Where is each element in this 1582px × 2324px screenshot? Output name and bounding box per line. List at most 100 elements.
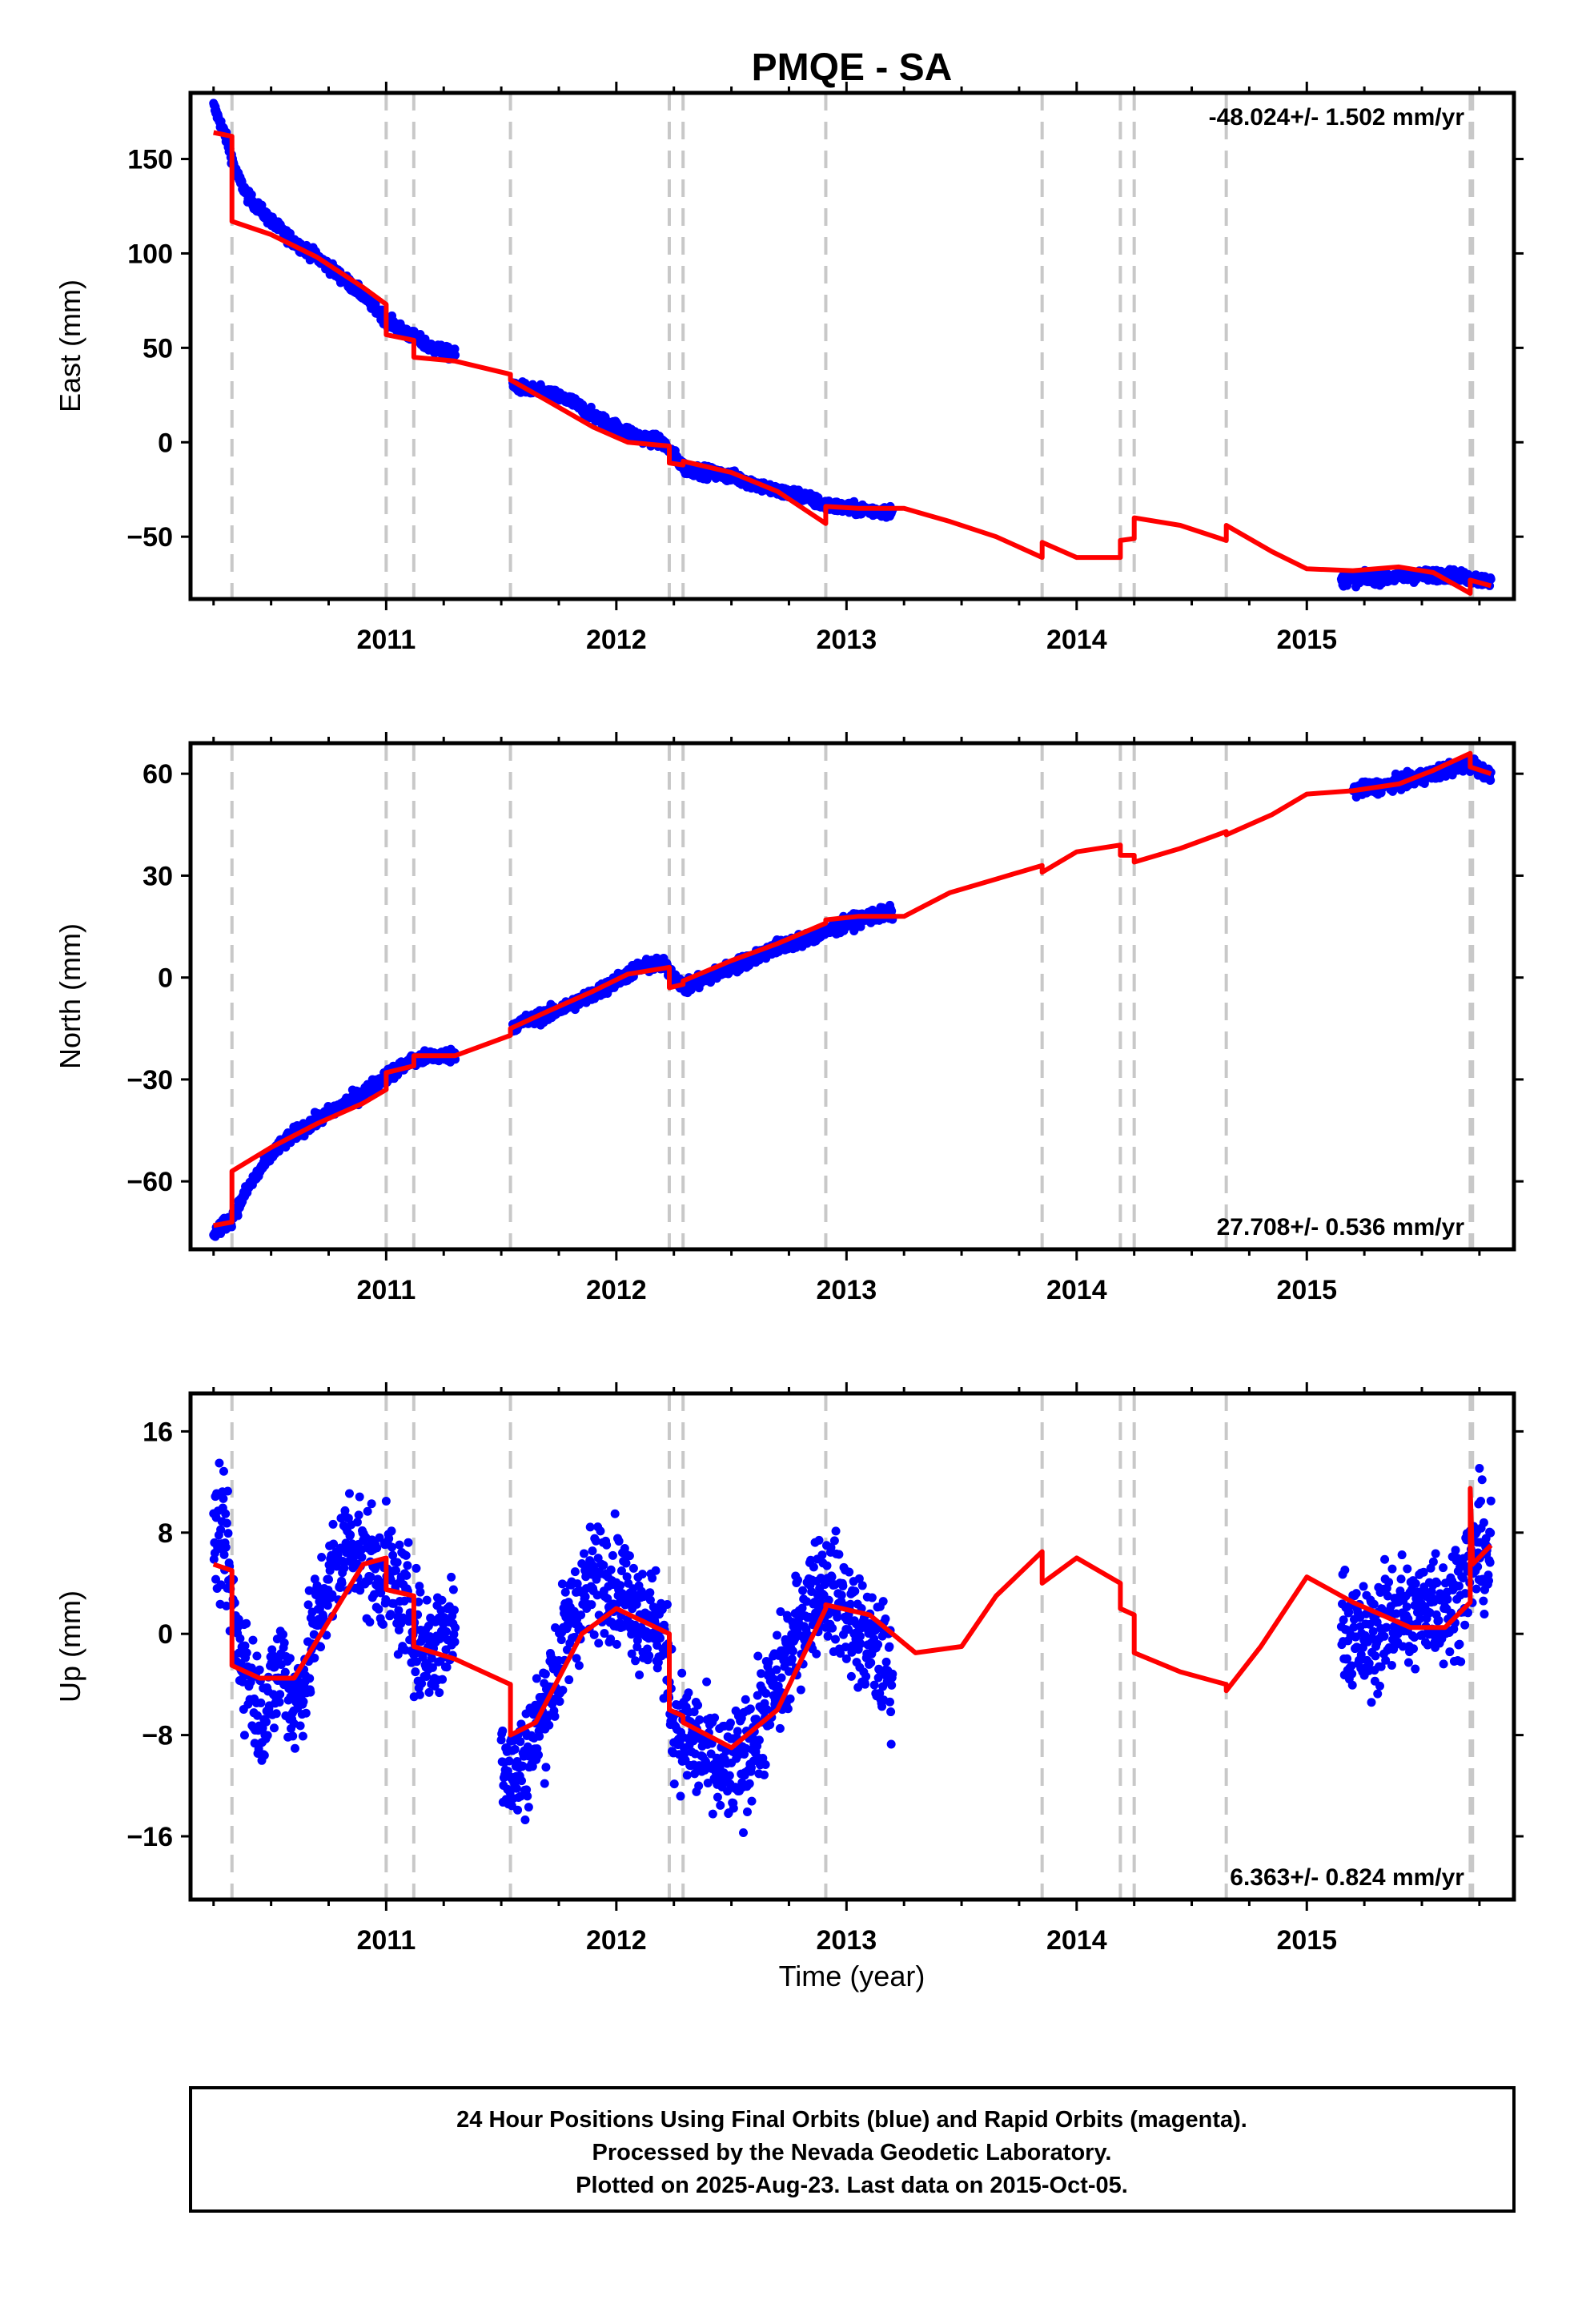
y-tick-label: −60 [126,1167,173,1197]
data-point [587,1600,596,1610]
model-line-east [213,130,1492,596]
data-point [412,1563,421,1573]
data-point [448,1585,458,1594]
data-point [346,1530,355,1540]
data-point [562,1645,572,1655]
data-point [651,1566,661,1575]
data-point [391,1566,401,1575]
data-point [240,1641,250,1651]
x-tick-label: 2014 [1046,1275,1107,1305]
data-point [689,1707,699,1717]
data-point [216,1525,226,1534]
data-point [550,1711,560,1721]
data-point [422,1672,432,1682]
panel-frame-north [188,741,1516,1252]
data-point [427,1654,436,1663]
data-point [316,1642,326,1652]
data-point [564,1675,574,1685]
y-tick-label: −50 [126,522,173,553]
y-tick-label: −30 [126,1065,173,1096]
data-point [827,1572,837,1582]
data-point [594,1638,604,1648]
data-point [403,1561,412,1570]
data-point [449,1605,459,1614]
data-point [386,1610,396,1619]
data-point [279,1630,288,1639]
data-point [814,1535,824,1545]
data-point [603,1594,612,1603]
data-point [438,1675,448,1684]
data-point [411,1667,420,1677]
data-point [682,1771,692,1780]
x-tick-label: 2014 [1046,625,1107,655]
data-point [235,1634,245,1643]
data-point [447,1572,456,1582]
data-point [787,1655,797,1664]
data-point [643,1644,652,1654]
data-point [557,1579,567,1589]
data-point [271,1709,281,1719]
data-point [796,1685,805,1695]
data-point [422,1595,432,1605]
data-point [263,1731,272,1740]
x-tick-label: 2015 [1276,625,1337,655]
data-point [374,1604,383,1614]
data-point [323,1574,333,1584]
data-point [606,1634,616,1644]
data-point [564,1621,573,1630]
y-tick-label: 50 [143,333,173,364]
data-point [591,1536,600,1546]
data-point [344,1489,354,1498]
plot-area-up [209,1393,1496,1900]
data-point [504,1756,514,1766]
data-point [299,1697,308,1707]
data-point [606,1565,616,1574]
data-point [783,1704,793,1714]
data-point [256,1698,266,1707]
data-point [790,1634,800,1644]
data-points-east [209,99,1496,592]
data-point [451,351,460,360]
data-point [223,1529,233,1538]
data-point [512,1783,521,1793]
data-point [428,1663,437,1672]
data-point [777,1673,786,1683]
data-point [541,1763,551,1772]
data-point [828,1623,837,1633]
data-point [596,1526,605,1536]
data-point [355,1492,364,1502]
data-point [721,1747,731,1756]
data-point [572,1579,582,1589]
data-point [548,1699,557,1709]
data-point [288,1731,298,1741]
data-point [303,1600,313,1610]
data-point [412,1657,422,1667]
data-point [627,1649,636,1659]
y-tick-label: 0 [158,963,173,994]
data-point [585,1522,595,1532]
data-point [616,1566,626,1576]
data-point [540,1779,549,1788]
data-point [366,1572,375,1582]
data-point [806,1555,816,1565]
y-tick-label: 60 [143,759,173,790]
data-point [310,1653,319,1663]
data-point [275,1690,285,1699]
data-point [788,1647,797,1656]
data-point [589,1630,599,1639]
data-point [588,1546,597,1556]
data-point [644,1651,654,1661]
data-point [776,1607,785,1617]
data-point [836,1648,845,1658]
data-point [761,1688,771,1698]
data-point [280,1667,290,1677]
data-point [395,1540,404,1550]
x-tick-label: 2012 [586,625,647,655]
data-point [394,1606,404,1615]
data-point [708,1809,717,1819]
data-point [518,1761,528,1771]
data-point [442,1626,452,1636]
data-point [1486,574,1496,584]
